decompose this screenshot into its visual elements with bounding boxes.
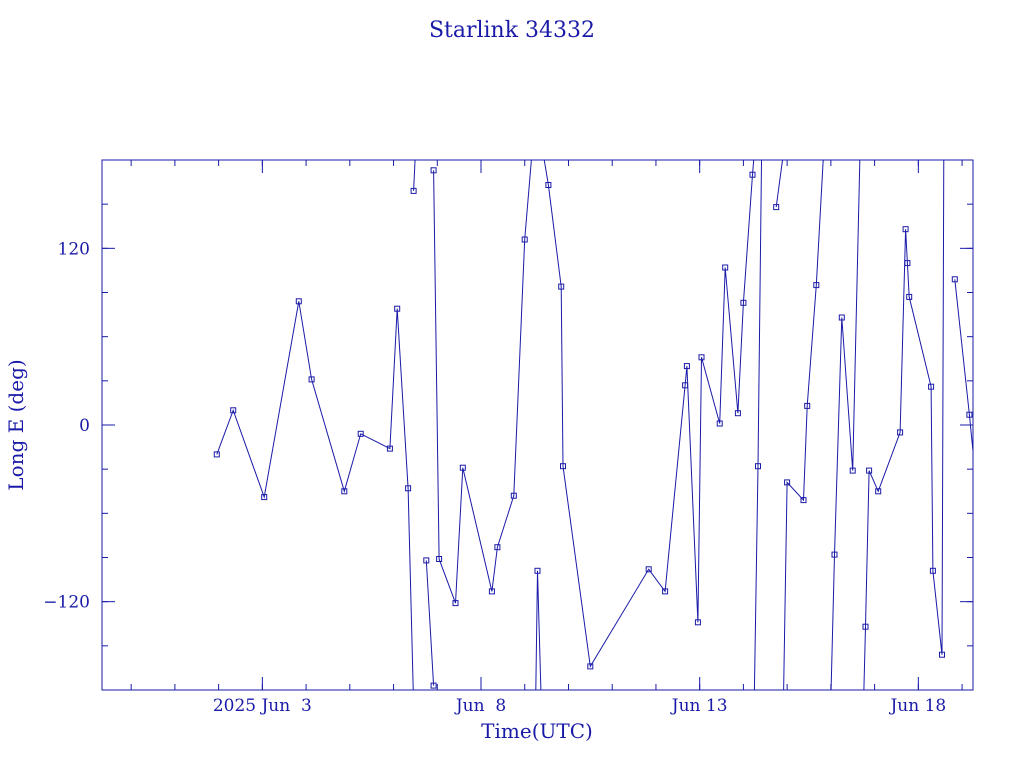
series-line <box>863 160 945 690</box>
data-point <box>308 376 315 383</box>
data-point <box>904 260 911 267</box>
y-tick-label: 0 <box>79 416 90 436</box>
data-point <box>1003 640 1008 645</box>
data-point <box>488 588 495 595</box>
data-point <box>749 171 756 178</box>
data-point <box>521 236 528 243</box>
data-point <box>213 451 220 458</box>
x-tick-label: Jun 8 <box>454 696 506 716</box>
data-point <box>866 467 873 474</box>
data-point <box>683 363 690 370</box>
data-point <box>459 464 466 471</box>
data-point <box>587 663 594 670</box>
axis-tick-labels: 2025 Jun 3 Jun 8 Jun 13 Jun 18 −120 0 120 <box>43 239 946 716</box>
data-point <box>994 618 999 623</box>
data-point <box>902 226 909 233</box>
data-point <box>951 276 958 283</box>
data-point <box>295 298 302 305</box>
data-point <box>410 187 417 194</box>
data-point <box>394 305 401 312</box>
data-point <box>800 497 807 504</box>
series-layer <box>213 160 1008 690</box>
data-point <box>831 551 838 558</box>
x-tick-label: 2025 Jun 3 <box>213 696 312 716</box>
axis-ticks <box>102 159 973 691</box>
data-point <box>813 282 820 289</box>
data-point <box>928 383 935 390</box>
data-point <box>560 463 566 470</box>
plot-frame <box>101 159 974 691</box>
data-point <box>875 488 882 495</box>
x-tick-label: Jun 18 <box>888 696 946 716</box>
data-point <box>998 652 1003 657</box>
y-tick-label: 120 <box>58 239 90 259</box>
data-point <box>558 283 565 290</box>
series-line <box>425 560 435 686</box>
data-point <box>682 382 689 389</box>
data-point <box>452 600 459 607</box>
series-line <box>830 160 861 690</box>
data-point <box>430 167 437 174</box>
data-point <box>755 463 761 470</box>
data-point <box>423 557 430 564</box>
series-line <box>783 160 824 690</box>
data-point <box>722 264 729 271</box>
data-point <box>694 619 701 626</box>
data-point <box>662 588 669 595</box>
y-tick-label: −120 <box>43 593 90 613</box>
data-point <box>804 402 811 409</box>
x-axis-label: Time(UTC) <box>481 719 593 743</box>
y-axis-label: Long E (deg) <box>4 359 28 490</box>
data-point <box>838 314 845 321</box>
data-point <box>734 410 741 417</box>
data-point <box>740 299 747 306</box>
x-tick-label: Jun 13 <box>670 696 728 716</box>
chart-title: Starlink 34332 <box>429 18 595 43</box>
data-point <box>698 354 705 361</box>
series-line <box>775 160 784 208</box>
series-line <box>954 279 973 457</box>
data-point <box>773 204 780 211</box>
data-point <box>716 420 723 427</box>
data-point <box>494 544 501 551</box>
data-point <box>939 651 945 658</box>
series-line <box>753 160 763 690</box>
data-point <box>645 566 652 573</box>
series-line <box>413 160 416 191</box>
series-line <box>543 160 755 668</box>
data-point <box>510 492 517 499</box>
series-line <box>433 160 532 604</box>
data-point <box>929 567 936 574</box>
series-line <box>535 570 542 690</box>
data-point <box>430 682 437 689</box>
data-point <box>906 293 913 300</box>
data-point <box>545 182 552 188</box>
data-point <box>784 479 791 486</box>
data-point <box>230 407 237 414</box>
data-point <box>341 488 348 495</box>
data-point <box>405 485 412 492</box>
data-point <box>989 635 994 640</box>
data-point <box>897 429 904 436</box>
series-line <box>216 301 414 690</box>
data-point <box>966 411 973 418</box>
data-point <box>386 445 393 452</box>
data-point <box>357 430 364 437</box>
data-point <box>862 623 869 630</box>
data-point <box>849 467 856 474</box>
data-point <box>534 567 541 574</box>
data-point <box>436 556 443 562</box>
data-point <box>261 494 268 501</box>
